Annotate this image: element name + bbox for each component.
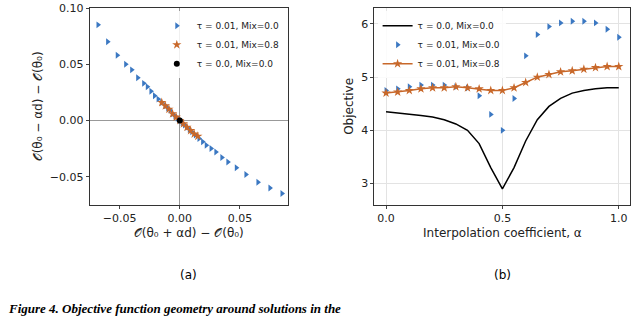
svg-text:3: 3 [361,177,368,190]
svg-text:Interpolation coefficient, α: Interpolation coefficient, α [423,226,582,240]
svg-text:(a): (a) [180,268,197,282]
svg-text:1.0: 1.0 [610,212,628,225]
svg-text:𝒪(θ₀ − αd) − 𝒪(θ₀): 𝒪(θ₀ − αd) − 𝒪(θ₀) [31,51,45,161]
svg-text:τ = 0.01, Mix=0.0: τ = 0.01, Mix=0.0 [418,40,500,50]
svg-text:5: 5 [361,71,368,84]
svg-text:0.0: 0.0 [377,212,395,225]
svg-text:τ = 0.01, Mix=0.8: τ = 0.01, Mix=0.8 [197,40,279,50]
svg-text:τ = 0.0, Mix=0.0: τ = 0.0, Mix=0.0 [418,21,494,31]
svg-text:4: 4 [361,124,368,137]
svg-text:6: 6 [361,18,368,31]
svg-text:0.5: 0.5 [494,212,512,225]
svg-text:0.00: 0.00 [168,212,193,225]
svg-text:0.05: 0.05 [59,58,84,71]
svg-text:τ = 0.01, Mix=0.0: τ = 0.01, Mix=0.0 [197,21,279,31]
svg-text:𝒪(θ₀ + αd) − 𝒪(θ₀): 𝒪(θ₀ + αd) − 𝒪(θ₀) [134,226,244,240]
svg-text:τ = 0.0, Mix=0.0: τ = 0.0, Mix=0.0 [197,59,273,69]
svg-text:τ = 0.01, Mix=0.8: τ = 0.01, Mix=0.8 [418,59,500,69]
svg-text:0.00: 0.00 [59,114,84,127]
svg-text:Objective: Objective [343,78,357,135]
svg-text:0.10: 0.10 [59,2,84,15]
svg-text:−0.05: −0.05 [103,212,137,225]
svg-text:(b): (b) [494,268,511,282]
svg-text:−0.05: −0.05 [50,171,84,184]
svg-text:Figure 4. Objective function g: Figure 4. Objective function geometry ar… [8,301,341,316]
svg-text:0.05: 0.05 [228,212,253,225]
